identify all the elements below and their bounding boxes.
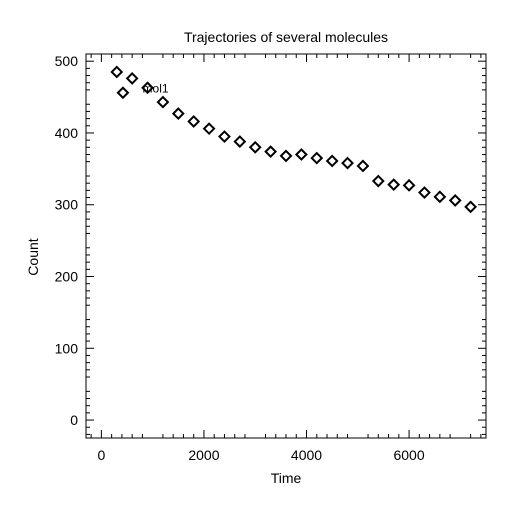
- data-markers: [110, 65, 478, 214]
- data-point: [218, 130, 231, 143]
- y-axis-label: Count: [25, 238, 41, 275]
- y-tick-label: 500: [55, 53, 79, 69]
- data-point: [125, 71, 139, 85]
- data-point: [248, 140, 262, 154]
- data-point: [387, 178, 401, 192]
- data-point: [371, 174, 385, 188]
- data-point: [433, 190, 447, 204]
- x-tick-label: 0: [97, 447, 105, 463]
- data-point: [402, 178, 416, 192]
- chart-title: Trajectories of several molecules: [184, 29, 388, 45]
- data-point: [464, 200, 478, 214]
- data-point: [264, 145, 278, 159]
- axes: [85, 53, 487, 439]
- x-axis-label: Time: [271, 470, 302, 486]
- x-tick-label: 2000: [188, 447, 219, 463]
- y-tick-label: 300: [55, 197, 79, 213]
- data-point: [294, 148, 308, 161]
- data-point: [310, 151, 324, 165]
- data-point: [171, 107, 185, 120]
- y-tick-label: 400: [55, 125, 79, 141]
- data-point: [116, 86, 130, 100]
- data-point: [141, 81, 154, 95]
- data-point: [341, 156, 354, 170]
- x-tick-label: 6000: [393, 447, 424, 463]
- data-point: [418, 186, 431, 199]
- series-label: mol1: [143, 82, 169, 96]
- ticks: [86, 53, 486, 438]
- data-point: [279, 149, 293, 163]
- data-point: [325, 154, 339, 168]
- data-point: [448, 194, 462, 207]
- data-point: [233, 135, 247, 148]
- y-tick-label: 200: [55, 269, 79, 285]
- data-point: [202, 122, 216, 136]
- x-tick-label: 4000: [291, 447, 322, 463]
- data-point: [156, 95, 170, 109]
- data-point: [356, 159, 370, 173]
- data-point: [187, 115, 201, 128]
- y-tick-label: 0: [70, 412, 78, 428]
- data-point: [110, 65, 124, 79]
- plot-frame: [85, 53, 487, 439]
- y-tick-label: 100: [55, 340, 79, 356]
- tick-labels: 0 2000 4000 6000 0 100 200 300 400 500: [55, 53, 425, 463]
- series-labels: mol1: [143, 82, 169, 96]
